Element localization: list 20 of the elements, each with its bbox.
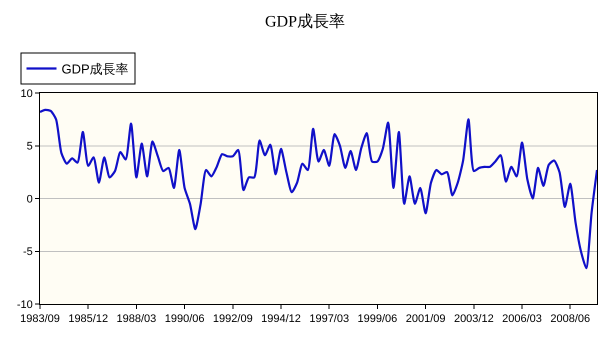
y-tick-label: -5 (23, 246, 33, 258)
x-tick-label: 2008/06 (550, 313, 590, 326)
x-tick-label: 1992/09 (212, 313, 253, 326)
x-tick-label: 1997/03 (309, 313, 350, 326)
x-tick-label: 1994/12 (261, 313, 301, 326)
y-tick-label: 0 (26, 193, 33, 206)
x-tick-label: 2006/03 (502, 313, 542, 326)
x-tick-label: 2003/12 (454, 313, 494, 326)
y-tick-label: 5 (26, 140, 33, 153)
x-tick-label: 1983/09 (20, 313, 60, 326)
x-tick-label: 1988/03 (116, 313, 156, 326)
x-tick-label: 1990/06 (164, 313, 204, 326)
y-tick-label: 10 (20, 88, 33, 100)
legend-label: GDP成長率 (62, 62, 129, 77)
y-tick-label: -10 (16, 298, 33, 311)
chart-title: GDP成長率 (264, 12, 346, 30)
line-series (40, 108, 597, 270)
x-tick-label: 1999/06 (358, 313, 398, 326)
x-tick-label: 2001/09 (406, 313, 446, 326)
x-tick-label: 1985/12 (68, 313, 108, 326)
